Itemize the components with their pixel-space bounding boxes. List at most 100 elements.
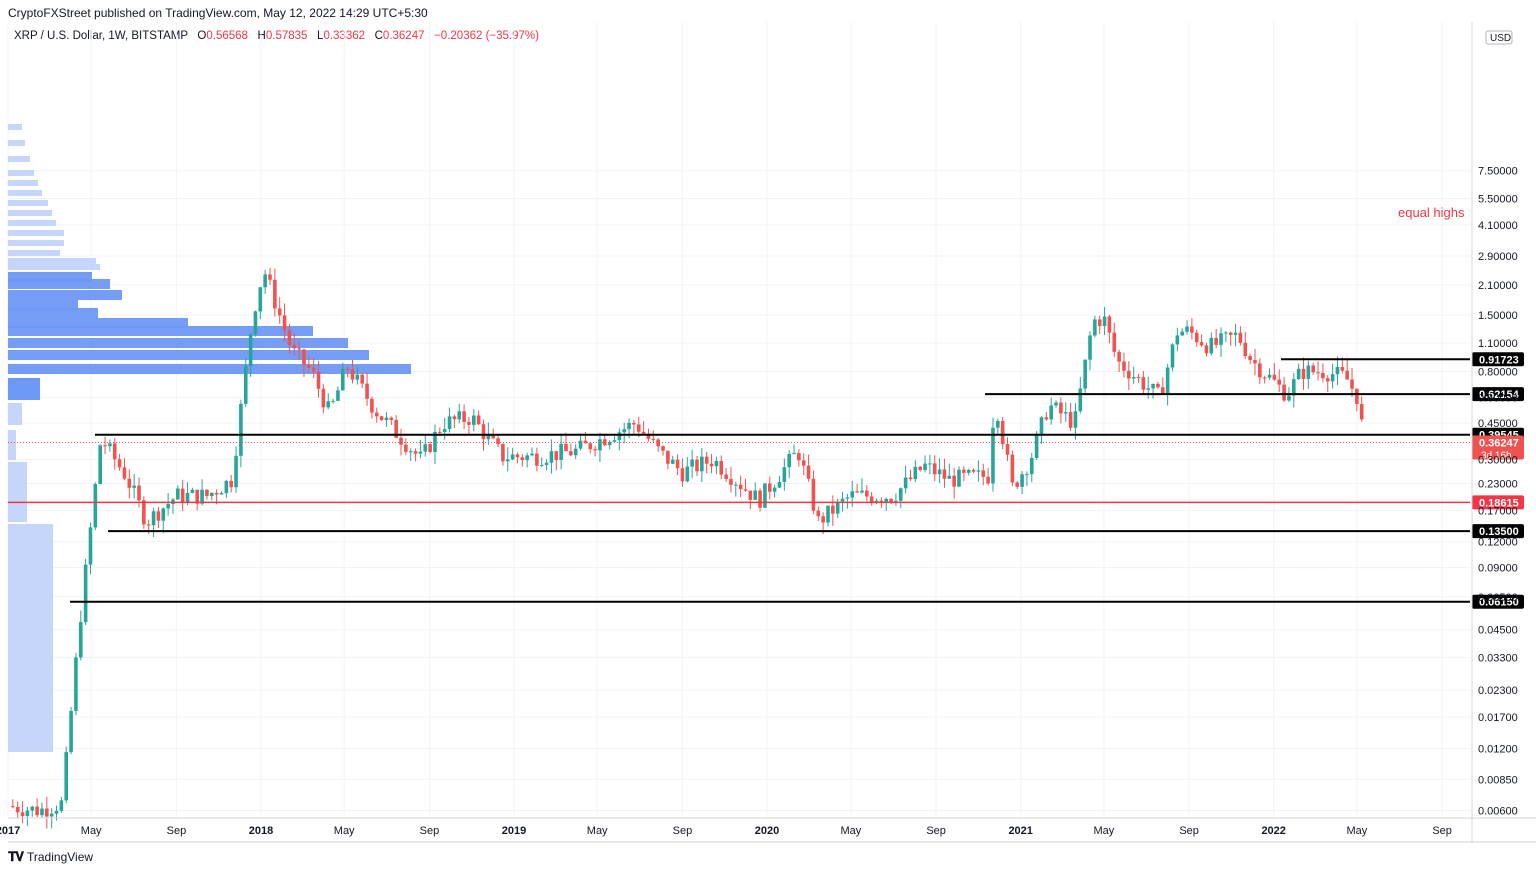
candle-body (641, 431, 646, 434)
candle-body (510, 454, 515, 460)
x-tick-label: May (587, 825, 608, 837)
candle-body (1228, 332, 1233, 335)
candle-body (1170, 344, 1175, 368)
candle-body (423, 444, 428, 452)
candle-body (1005, 444, 1010, 455)
candle-body (734, 484, 738, 486)
x-tick-label: May (81, 825, 102, 837)
candle-body (166, 503, 170, 509)
candle-body (471, 415, 476, 425)
x-tick-label: May (840, 825, 861, 837)
candle-body (1054, 402, 1058, 406)
currency-label: USD (1490, 33, 1511, 44)
candle-body (714, 460, 719, 467)
candle-body (889, 498, 893, 502)
candle-body (1296, 368, 1301, 380)
volume-bar (8, 258, 96, 264)
candle-body (1306, 365, 1311, 379)
candle-body (607, 441, 612, 446)
tradingview-logo-icon[interactable]: 𝐓𝐕 (8, 849, 24, 864)
level-tag-label: 0.39545 (1479, 430, 1519, 442)
candle-body (1350, 379, 1354, 389)
candle-body (816, 510, 821, 517)
equal-highs-annotation: equal highs (1398, 205, 1465, 220)
candle-body (1325, 378, 1330, 382)
volume-bar (8, 462, 27, 522)
candle-body (942, 469, 947, 479)
y-tick-label: 0.12000 (1478, 537, 1518, 549)
candle-body (1291, 379, 1296, 396)
candle-body (986, 476, 990, 484)
candle-body (239, 403, 243, 456)
candle-body (947, 475, 952, 479)
candle-body (869, 496, 874, 503)
candle-body (433, 431, 437, 452)
footer-brand[interactable]: TradingView (27, 850, 94, 864)
candle-body (860, 490, 864, 493)
x-tick-label: May (334, 825, 355, 837)
candle-body (1059, 402, 1063, 414)
close-value: 0.36247 (382, 30, 425, 42)
candle-body (263, 274, 267, 288)
candle-body (666, 450, 670, 464)
candle-body (457, 411, 462, 420)
volume-bar (8, 264, 100, 270)
candle-body (1359, 404, 1364, 420)
candle-body (137, 485, 141, 501)
candle-body (777, 482, 782, 488)
candle-body (1311, 365, 1316, 373)
volume-profile (8, 124, 411, 752)
footer: 𝐓𝐕 TradingView (8, 849, 93, 865)
candle-body (1355, 388, 1359, 405)
volume-bar (8, 220, 56, 226)
volume-bar (8, 170, 34, 176)
candle-body (243, 365, 248, 404)
candle-body (695, 459, 699, 472)
candle-body (331, 400, 335, 402)
candle-body (40, 808, 44, 816)
candle-body (1063, 412, 1068, 414)
candle-body (112, 443, 117, 460)
candle-body (501, 444, 505, 462)
candle-body (340, 368, 345, 391)
candle-body (438, 431, 442, 433)
volume-bar (8, 210, 52, 216)
candle-body (1190, 326, 1194, 333)
candle-body (418, 451, 423, 454)
candle-body (996, 420, 1000, 428)
candle-body (1267, 374, 1272, 378)
candle-body (486, 434, 491, 440)
candle-body (78, 622, 83, 658)
candle-body (544, 462, 549, 465)
candle-body (622, 429, 627, 433)
candle-body (413, 451, 418, 454)
candle-body (1029, 458, 1034, 475)
candle-body (1151, 383, 1155, 389)
candle-body (258, 287, 263, 312)
candle-body (1301, 368, 1306, 379)
candle-body (452, 416, 457, 420)
y-tick-label: 1.10000 (1478, 338, 1518, 350)
candle-body (74, 657, 78, 711)
candle-body (394, 419, 398, 438)
candle-body (1160, 387, 1165, 394)
candle-body (1034, 433, 1039, 459)
candle-body (64, 752, 69, 801)
candle-body (932, 463, 937, 475)
candle-body (122, 467, 127, 479)
symbol-name[interactable]: XRP / U.S. Dollar, 1W, BITSTAMP (14, 30, 188, 42)
candle-body (865, 490, 869, 497)
candle-body (1156, 383, 1160, 388)
candle-body (302, 349, 306, 365)
y-tick-label: 0.23000 (1478, 478, 1518, 490)
candle-body (15, 807, 20, 813)
candle-body (898, 488, 903, 501)
x-tick-label: May (1093, 825, 1114, 837)
candle-body (1000, 420, 1005, 445)
candle-body (1015, 482, 1020, 487)
level-tag (1472, 495, 1524, 510)
candle-body (25, 810, 30, 817)
candle-body (656, 439, 660, 447)
candle-body (797, 453, 801, 461)
